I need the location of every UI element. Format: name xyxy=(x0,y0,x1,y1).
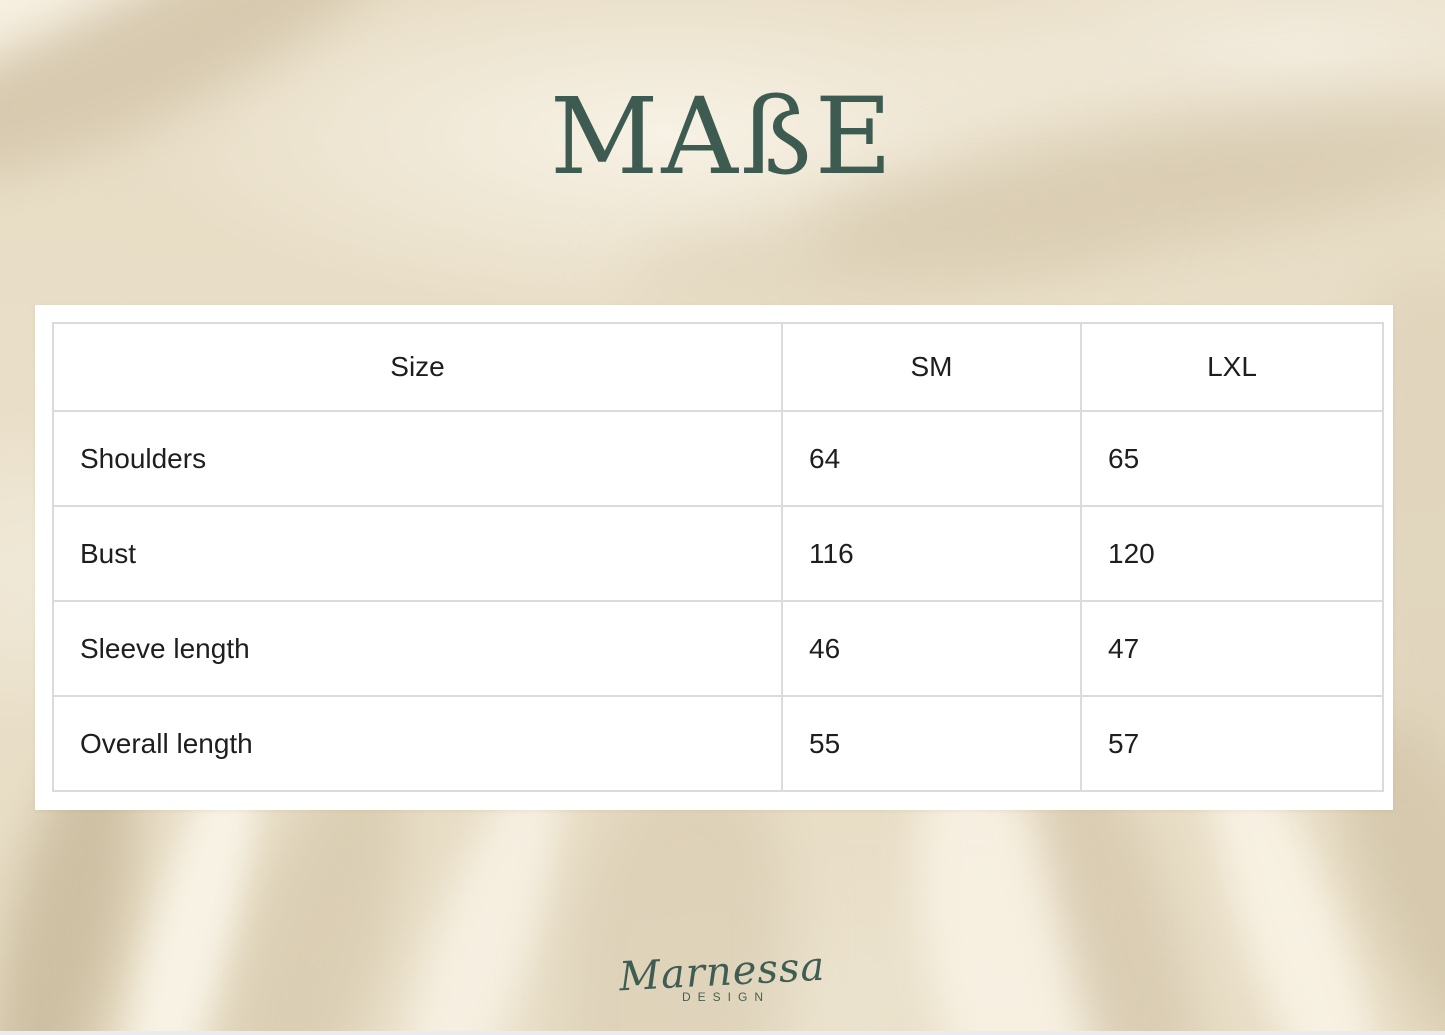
table-row: Bust 116 120 xyxy=(52,505,1384,602)
cell-overall-length-lxl: 57 xyxy=(1080,695,1384,792)
brand-subtitle: DESIGN xyxy=(681,990,770,1004)
size-table-header-lxl: LXL xyxy=(1080,322,1384,412)
brand-name: Marnessa xyxy=(618,943,827,1001)
cell-overall-length-sm: 55 xyxy=(781,695,1082,792)
cell-shoulders-label: Shoulders xyxy=(52,410,783,507)
brand-logo: Marnessa DESIGN xyxy=(0,944,1445,1004)
cell-shoulders-sm: 64 xyxy=(781,410,1082,507)
bottom-edge-strip xyxy=(0,1031,1445,1035)
table-row: Overall length 55 57 xyxy=(52,695,1384,792)
table-row: Sleeve length 46 47 xyxy=(52,600,1384,697)
cell-sleeve-length-lxl: 47 xyxy=(1080,600,1384,697)
cell-bust-lxl: 120 xyxy=(1080,505,1384,602)
cell-overall-length-label: Overall length xyxy=(52,695,783,792)
table-row: Shoulders 64 65 xyxy=(52,410,1384,507)
cell-sleeve-length-sm: 46 xyxy=(781,600,1082,697)
cell-shoulders-lxl: 65 xyxy=(1080,410,1384,507)
table-header-row: Size SM LXL xyxy=(52,322,1384,412)
size-table-header-sm: SM xyxy=(781,322,1082,412)
cell-bust-label: Bust xyxy=(52,505,783,602)
page-title: MAßE xyxy=(549,75,896,198)
size-table: Size SM LXL Shoulders 64 65 Bust 116 120… xyxy=(52,322,1384,792)
size-chart-card: Size SM LXL Shoulders 64 65 Bust 116 120… xyxy=(35,305,1393,810)
cell-sleeve-length-label: Sleeve length xyxy=(52,600,783,697)
cell-bust-sm: 116 xyxy=(781,505,1082,602)
size-table-header-size: Size xyxy=(52,322,783,412)
